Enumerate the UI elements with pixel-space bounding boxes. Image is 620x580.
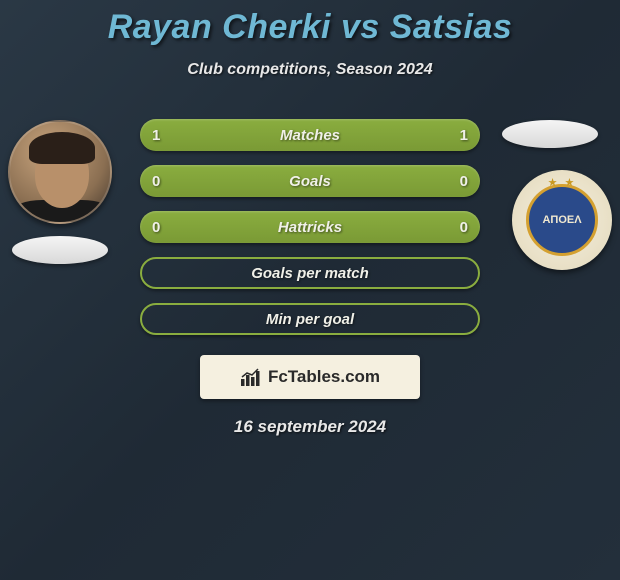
stat-label: Goals <box>289 173 331 190</box>
stat-row-hattricks: 0 Hattricks 0 <box>140 211 480 243</box>
date-text: 16 september 2024 <box>0 417 620 437</box>
stat-row-matches: 1 Matches 1 <box>140 119 480 151</box>
stat-label: Matches <box>280 127 340 144</box>
stat-left-value: 0 <box>152 173 160 190</box>
comparison-title: Rayan Cherki vs Satsias <box>0 8 620 47</box>
stat-row-min-per-goal: Min per goal <box>140 303 480 335</box>
stat-right-value: 0 <box>460 173 468 190</box>
stat-label: Goals per match <box>251 265 369 282</box>
subtitle: Club competitions, Season 2024 <box>0 61 620 79</box>
chart-icon <box>240 368 262 386</box>
stat-row-goals-per-match: Goals per match <box>140 257 480 289</box>
stat-right-value: 0 <box>460 219 468 236</box>
stats-section: 1 Matches 1 0 Goals 0 0 Hattricks 0 Goal… <box>0 119 620 335</box>
stat-label: Hattricks <box>278 219 342 236</box>
stat-right-value: 1 <box>460 127 468 144</box>
stats-rows: 1 Matches 1 0 Goals 0 0 Hattricks 0 Goal… <box>140 119 480 335</box>
branding-badge: FcTables.com <box>200 355 420 399</box>
branding-text: FcTables.com <box>268 367 380 387</box>
stat-label: Min per goal <box>266 311 354 328</box>
stat-left-value: 1 <box>152 127 160 144</box>
infographic-container: Rayan Cherki vs Satsias Club competition… <box>0 0 620 437</box>
stat-left-value: 0 <box>152 219 160 236</box>
stat-row-goals: 0 Goals 0 <box>140 165 480 197</box>
